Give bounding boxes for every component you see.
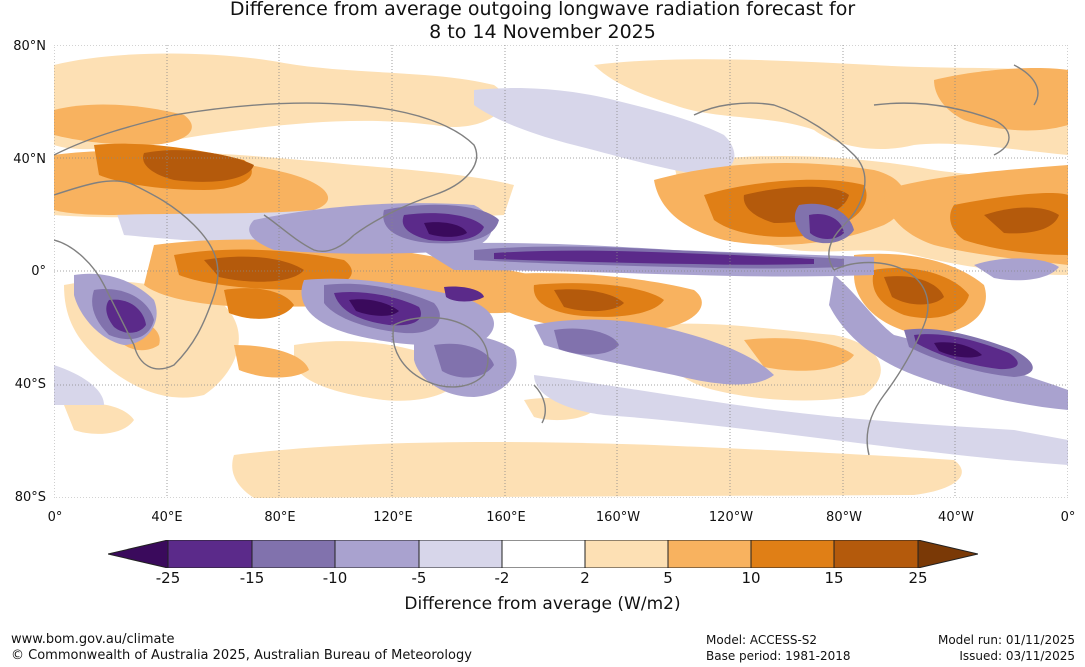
lat-label-80s: 80°S [14,490,46,505]
chart-title-line1: Difference from average outgoing longwav… [229,0,856,20]
footer-copyright: © Commonwealth of Australia 2025, Austra… [11,648,472,663]
lat-label-40s: 40°S [14,377,46,392]
colorbar-tick: -5 [411,569,427,587]
chart-title: Difference from average outgoing longwav… [0,0,1085,44]
lon-label-120w: 120°W [708,510,754,525]
colorbar-bin-2-5 [585,540,668,568]
footer-model-run: Model run: 01/11/2025 [937,633,1075,647]
map-svg [54,45,1068,498]
lon-label-0-end: 0° [1060,510,1076,525]
colorbar [107,539,979,569]
chart-title-line2: 8 to 14 November 2025 [429,21,656,43]
lat-label-equator: 0° [31,264,46,279]
lat-label-80n: 80°N [13,39,46,54]
lon-label-0: 0° [47,510,63,525]
colorbar-tick: 15 [824,569,844,587]
colorbar-bin-neg5-neg2 [419,540,502,568]
colorbar-tick: -10 [322,569,348,587]
colorbar-tick: 10 [741,569,761,587]
footer-website: www.bom.gov.au/climate [11,632,175,647]
colorbar-bin-5-10 [668,540,751,568]
colorbar-title: Difference from average (W/m2) [404,594,681,614]
lon-label-160w: 160°W [595,510,641,525]
colorbar-bin-neg10-neg5 [335,540,419,568]
gridlines [54,45,1068,498]
colorbar-tick: -15 [239,569,265,587]
colorbar-cap-high [918,540,978,568]
colorbar-bin-15-25 [834,540,918,568]
footer-base-period: Base period: 1981-2018 [706,649,851,663]
colorbar-tick: 5 [663,569,673,587]
colorbar-tick: -25 [155,569,181,587]
lon-label-40e: 40°E [151,510,183,525]
footer-issued: Issued: 03/11/2025 [959,649,1075,663]
lon-label-80w: 80°W [826,510,862,525]
coastlines [54,64,1039,456]
colorbar-bin-10-15 [751,540,834,568]
colorbar-cap-low [108,540,168,568]
colorbar-bin-neg2-2 [502,540,585,568]
lon-label-80e: 80°E [264,510,296,525]
lon-label-40w: 40°W [938,510,974,525]
lat-label-40n: 40°N [13,152,46,167]
lon-label-120e: 120°E [373,510,413,525]
colorbar-bin-neg15-neg10 [252,540,335,568]
colorbar-tick: 2 [580,569,590,587]
colorbar-bin-neg25-neg15 [168,540,252,568]
anomaly-below-minus25 [349,222,982,358]
colorbar-svg [107,539,979,569]
colorbar-tick: -2 [494,569,510,587]
footer-model: Model: ACCESS-S2 [706,633,818,647]
lon-label-160e: 160°E [486,510,526,525]
olr-anomaly-map [54,45,1068,498]
colorbar-tick: 25 [908,569,928,587]
